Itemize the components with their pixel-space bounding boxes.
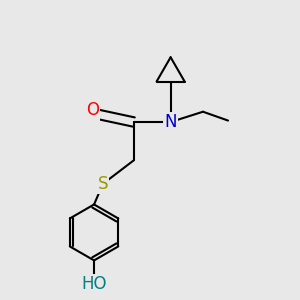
Text: O: O: [86, 101, 99, 119]
Text: N: N: [164, 113, 177, 131]
Text: S: S: [98, 175, 108, 193]
Text: HO: HO: [81, 275, 107, 293]
